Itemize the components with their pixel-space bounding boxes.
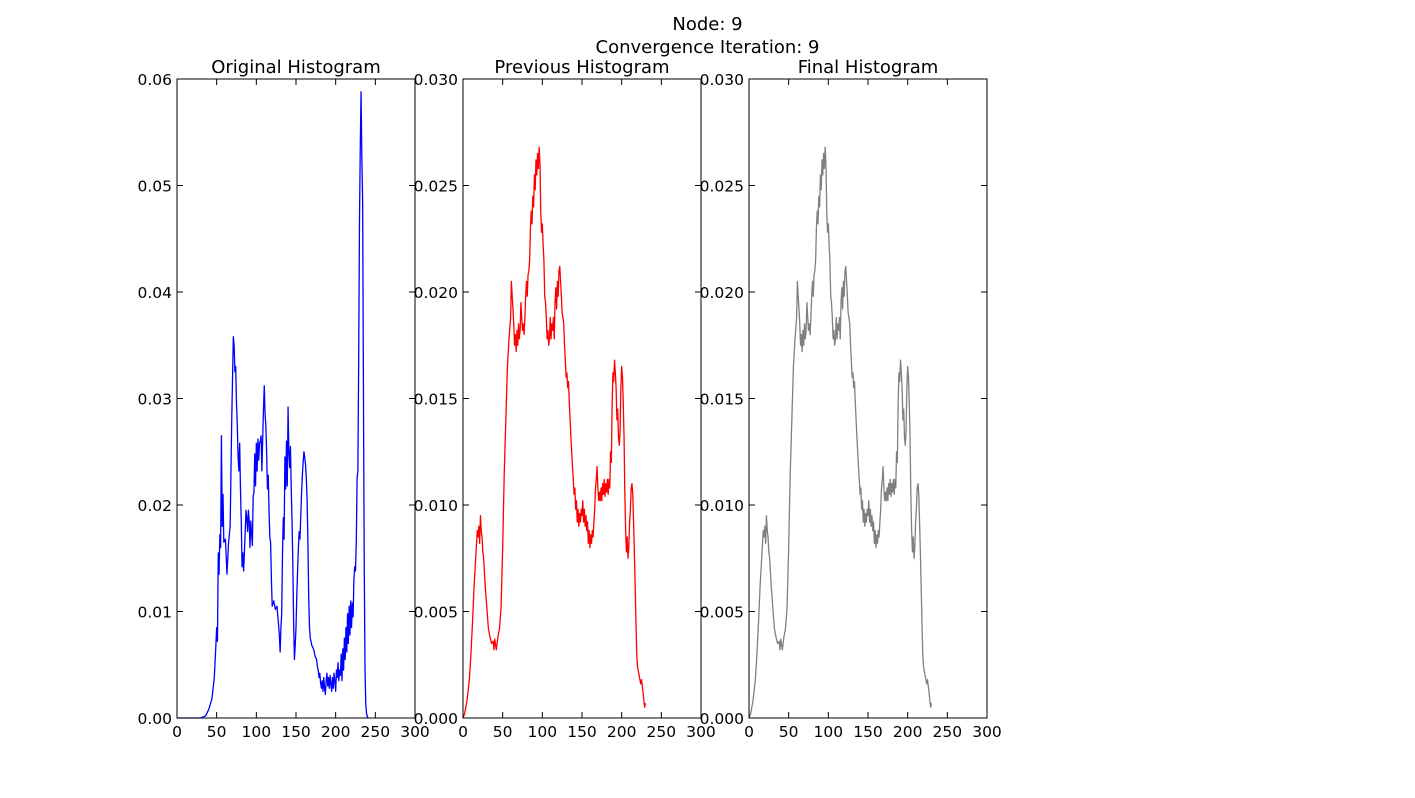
final-xtick-label: 100 <box>814 723 844 741</box>
final-ytick-label: 0.030 <box>700 71 744 89</box>
final-xtick-label: 50 <box>779 723 799 741</box>
original-ytick-label: 0.01 <box>137 604 172 622</box>
final-ytick-label: 0.000 <box>700 710 744 728</box>
previous-histogram-line <box>462 146 647 719</box>
original-ytick-label: 0.06 <box>137 71 172 89</box>
previous-ytick-label: 0.020 <box>414 284 458 302</box>
previous-ytick-label: 0.005 <box>414 604 458 622</box>
final-xtick-label: 300 <box>972 723 1002 741</box>
original-xtick-label: 300 <box>400 723 430 741</box>
previous-histogram-panel: 0 50 100 150 200 250 300 0.000 0.005 0.010 0.015 0.… <box>414 57 716 741</box>
subplot-grid: 0 50 100 150 200 250 300 0.00 0.01 0.02 0.03 0.04 0.… <box>137 57 1001 741</box>
original-ytick-label: 0.05 <box>137 178 172 196</box>
previous-ytick-label: 0.030 <box>414 71 458 89</box>
final-xtick-label: 150 <box>853 723 883 741</box>
final-ytick-label: 0.025 <box>700 178 744 196</box>
previous-xtick-label: 300 <box>686 723 716 741</box>
original-xtick-label: 150 <box>281 723 311 741</box>
original-histogram-title: Original Histogram <box>211 57 381 78</box>
final-ytick-label: 0.020 <box>700 284 744 302</box>
previous-plot-area <box>463 79 701 718</box>
original-ytick-label: 0.02 <box>137 497 172 515</box>
final-xtick-label: 0 <box>744 723 754 741</box>
original-xtick-label: 0 <box>172 723 182 741</box>
previous-ytick-label: 0.010 <box>414 497 458 515</box>
previous-xtick-label: 250 <box>647 723 677 741</box>
original-xtick-label: 200 <box>321 723 351 741</box>
final-ytick-label: 0.010 <box>700 497 744 515</box>
final-histogram-panel: 0 50 100 150 200 250 300 0.000 0.005 0.010 0.015 0.… <box>700 57 1002 741</box>
previous-xtick-label: 0 <box>458 723 468 741</box>
final-ytick-label: 0.005 <box>700 604 744 622</box>
original-histogram-line <box>177 91 369 719</box>
previous-xtick-label: 50 <box>493 723 513 741</box>
final-plot-area <box>749 79 987 718</box>
previous-ytick-label: 0.025 <box>414 178 458 196</box>
final-histogram-title: Final Histogram <box>798 57 939 78</box>
original-xtick-label: 250 <box>361 723 391 741</box>
previous-xtick-label: 150 <box>567 723 597 741</box>
previous-xtick-label: 100 <box>528 723 558 741</box>
final-xtick-label: 200 <box>893 723 923 741</box>
original-ytick-label: 0.00 <box>137 710 172 728</box>
final-histogram-line <box>748 146 933 719</box>
figure-suptitle-iteration: Convergence Iteration: 9 <box>596 37 820 58</box>
previous-ytick-label: 0.015 <box>414 391 458 409</box>
original-xtick-label: 50 <box>207 723 227 741</box>
previous-xtick-label: 200 <box>607 723 637 741</box>
original-ytick-label: 0.03 <box>137 391 172 409</box>
original-xtick-label: 100 <box>242 723 272 741</box>
original-histogram-panel: 0 50 100 150 200 250 300 0.00 0.01 0.02 0.03 0.04 0.… <box>137 57 429 741</box>
original-ytick-label: 0.04 <box>137 284 172 302</box>
previous-histogram-title: Previous Histogram <box>494 57 669 78</box>
figure-suptitle-node: Node: 9 <box>672 14 742 35</box>
final-xtick-label: 250 <box>933 723 963 741</box>
final-ytick-label: 0.015 <box>700 391 744 409</box>
previous-ytick-label: 0.000 <box>414 710 458 728</box>
